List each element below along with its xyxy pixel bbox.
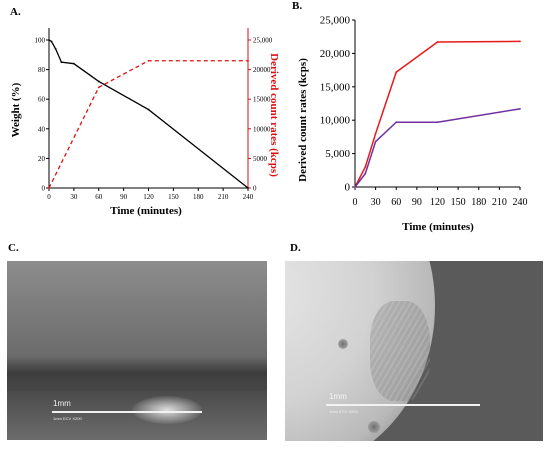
chart-a-y-left-tick-label: 60 bbox=[38, 96, 46, 104]
chart-a-x-tick-label: 240 bbox=[243, 193, 254, 201]
chart-b-x-tick-label: 150 bbox=[451, 197, 466, 208]
chart-b-data-point bbox=[374, 140, 377, 143]
panel-c-label: C. bbox=[8, 242, 19, 254]
micrograph-c-scale-bar bbox=[52, 411, 202, 413]
chart-a-x-tick-label: 180 bbox=[193, 193, 204, 201]
chart-a-x-tick-label: 150 bbox=[168, 193, 179, 201]
micrograph-d-scale-label: 1mm bbox=[329, 392, 347, 401]
chart-a-data-point bbox=[54, 47, 57, 50]
chart-a-y-right-tick-label: 25,000 bbox=[253, 37, 273, 45]
chart-a-series-count-rate-line bbox=[48, 60, 248, 189]
chart-b-x-tick-label: 0 bbox=[353, 197, 358, 208]
chart-b-data-point bbox=[436, 121, 439, 124]
chart-a-x-tick-label: 0 bbox=[47, 193, 51, 201]
chart-a-x-tick-label: 210 bbox=[218, 193, 229, 201]
chart-a-data-point bbox=[247, 59, 249, 62]
chart-a-ylabel-right: Derived count rates (kcps) bbox=[268, 53, 280, 177]
chart-b-x-tick-label: 90 bbox=[412, 197, 422, 208]
chart-a-data-point bbox=[48, 39, 50, 41]
chart-a-data-point bbox=[50, 40, 53, 43]
chart-a-data-point bbox=[147, 108, 150, 111]
chart-a-y-right-tick-label: 0 bbox=[253, 185, 257, 193]
chart-b-data-point bbox=[519, 107, 521, 110]
chart-a-data-point bbox=[48, 187, 50, 189]
chart-b-y-tick-label: 0 bbox=[345, 182, 351, 194]
chart-a-data-point bbox=[247, 187, 249, 189]
chart-b-ylabel: Derived count rates (kcps) bbox=[297, 58, 309, 182]
micrograph-d-pore-1 bbox=[338, 339, 348, 349]
chart-a-series bbox=[48, 39, 249, 189]
chart-b-x-tick-label: 180 bbox=[471, 197, 486, 208]
chart-a-y-right-tick-label: 10000 bbox=[253, 125, 271, 133]
micrograph-d: 1mm 1mm ECV X200 bbox=[285, 261, 543, 441]
chart-b-data-point bbox=[364, 172, 367, 175]
chart-a-y-right-tick-label: 15000 bbox=[253, 96, 271, 104]
chart-b-data-point bbox=[395, 71, 398, 74]
chart-a-y-left-tick-label: 20 bbox=[38, 155, 46, 163]
micrograph-c-scale-label: 1mm bbox=[53, 399, 71, 408]
micrograph-c: 1mm 1mm ECV X200 bbox=[7, 261, 267, 440]
chart-a-y-left-tick-label: 100 bbox=[35, 37, 46, 45]
chart-a-y-right-tick-label: 20000 bbox=[253, 66, 271, 74]
chart-a-x-tick-label: 120 bbox=[143, 193, 154, 201]
chart-b-x-tick-label: 240 bbox=[513, 197, 528, 208]
panel-d-label: D. bbox=[290, 242, 301, 254]
chart-b-series-purple-line bbox=[354, 108, 521, 188]
chart-b-y-tick-label: 25,000 bbox=[320, 15, 351, 27]
chart-a-ylabel-left: Weight (%) bbox=[10, 82, 22, 137]
micrograph-d-edge-texture bbox=[370, 301, 430, 401]
chart-a-xlabel: Time (minutes) bbox=[110, 205, 182, 217]
chart-b-series bbox=[354, 40, 521, 188]
chart-b-series-red-line bbox=[354, 40, 521, 188]
panel-b-label: B. bbox=[292, 0, 302, 12]
chart-b-data-point bbox=[374, 132, 377, 135]
chart-b-y-tick-label: 10,000 bbox=[320, 115, 351, 127]
chart-b-data-point bbox=[436, 41, 439, 43]
chart-a-data-point bbox=[147, 59, 150, 62]
chart-b-x-tick-label: 210 bbox=[492, 197, 507, 208]
panel-a-label: A. bbox=[10, 6, 21, 18]
chart-b-axes: 0 30 60 90 120 150 180 210 240 0 5,000 10,000 15,000… bbox=[320, 15, 528, 209]
chart-a-data-point bbox=[72, 62, 75, 65]
chart-a-x-tick-label: 60 bbox=[95, 193, 103, 201]
chart-b-x-tick-label: 120 bbox=[430, 197, 445, 208]
chart-a-axes: 0 30 60 90 120 150 180 210 240020406080100050001… bbox=[35, 28, 273, 201]
chart-b-y-tick-label: 20,000 bbox=[320, 48, 351, 60]
chart-b-data-point bbox=[395, 121, 398, 124]
chart-b-data-point bbox=[354, 186, 356, 188]
chart-a-y-right-tick-label: 5000 bbox=[253, 155, 268, 163]
chart-a-data-point bbox=[60, 61, 63, 64]
micrograph-c-dark-band bbox=[7, 356, 267, 391]
chart-a-y-left-tick-label: 0 bbox=[42, 185, 46, 193]
chart-a-series-weight-line bbox=[48, 39, 249, 189]
micrograph-d-caption-strip: 1mm ECV X200 bbox=[329, 409, 358, 414]
chart-a-y-left-tick-label: 80 bbox=[38, 66, 46, 74]
chart-b-data-point bbox=[364, 166, 367, 168]
chart-b-y-tick-label: 15,000 bbox=[320, 81, 351, 93]
micrograph-c-bright-spot bbox=[132, 396, 202, 424]
chart-b-x-tick-label: 30 bbox=[371, 197, 381, 208]
chart-b-x-tick-label: 60 bbox=[391, 197, 401, 208]
chart-b-xlabel: Time (minutes) bbox=[402, 221, 474, 233]
micrograph-c-caption-strip: 1mm ECV X200 bbox=[53, 416, 82, 421]
chart-a-data-point bbox=[97, 86, 100, 89]
micrograph-d-pore-2 bbox=[368, 421, 380, 433]
chart-b-data-point bbox=[519, 40, 521, 43]
chart-a-x-tick-label: 90 bbox=[120, 193, 128, 201]
chart-a-x-tick-label: 30 bbox=[70, 193, 78, 201]
chart-a-y-left-tick-label: 40 bbox=[38, 125, 46, 133]
micrograph-d-scale-bar bbox=[326, 404, 480, 406]
chart-a-data-point bbox=[97, 80, 100, 83]
chart-b-y-tick-label: 5,000 bbox=[325, 148, 350, 160]
